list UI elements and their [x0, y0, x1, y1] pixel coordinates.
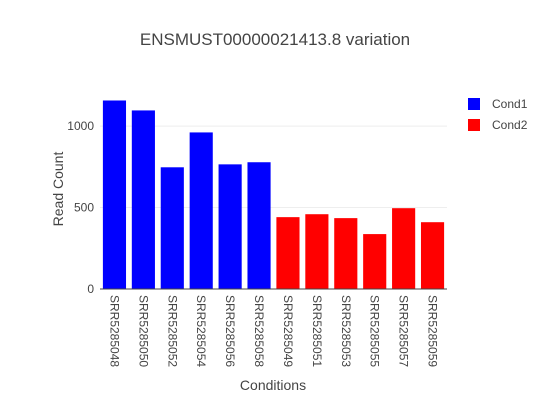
x-tick-label: SRR5285059 — [426, 295, 440, 367]
bar — [131, 110, 155, 290]
legend-label: Cond1 — [492, 97, 528, 111]
x-tick-label: SRR5285049 — [281, 295, 295, 367]
bar — [392, 208, 416, 289]
y-tick-label: 1000 — [67, 119, 94, 133]
x-axis-title: Conditions — [240, 377, 306, 393]
x-tick-label: SRR5285048 — [107, 295, 121, 367]
bar — [363, 234, 387, 289]
x-tick-label: SRR5285052 — [165, 295, 179, 367]
bar — [247, 162, 271, 289]
y-axis-title: Read Count — [50, 152, 66, 227]
y-tick-label: 0 — [87, 282, 94, 296]
bar — [305, 214, 329, 289]
x-tick-label: SRR5285054 — [194, 295, 208, 367]
chart-title: ENSMUST00000021413.8 variation — [140, 30, 410, 49]
legend-swatch — [468, 98, 480, 110]
x-tick-label: SRR5285057 — [397, 295, 411, 367]
bar — [276, 217, 300, 289]
bar — [420, 222, 445, 289]
bar — [189, 132, 213, 289]
bar — [218, 164, 242, 289]
legend-label: Cond2 — [492, 118, 528, 132]
y-tick-label: 500 — [74, 201, 94, 215]
bar — [160, 167, 184, 289]
bar — [102, 100, 127, 289]
legend-swatch — [468, 119, 480, 131]
x-tick-label: SRR5285050 — [136, 295, 150, 367]
x-tick-label: SRR5285058 — [252, 295, 266, 367]
x-tick-label: SRR5285053 — [339, 295, 353, 367]
x-tick-label: SRR5285051 — [310, 295, 324, 367]
x-tick-label: SRR5285056 — [223, 295, 237, 367]
bar — [334, 218, 358, 289]
x-tick-label: SRR5285055 — [368, 295, 382, 367]
